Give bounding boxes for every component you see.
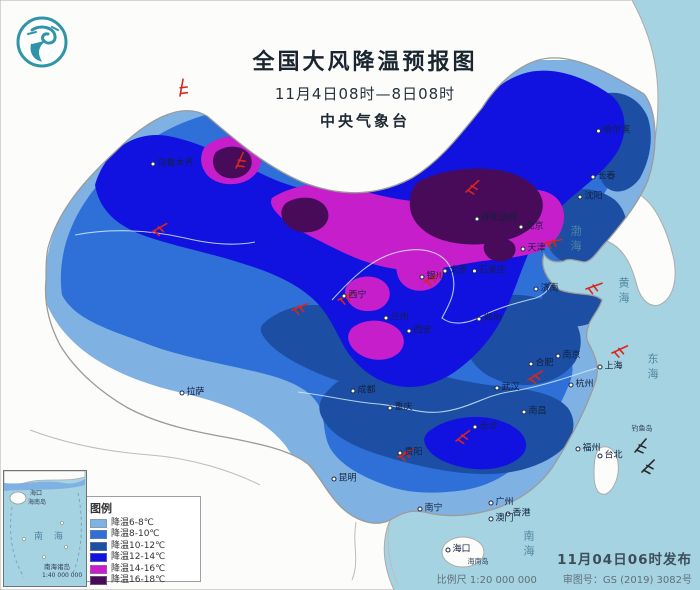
wind-barb-icon xyxy=(291,302,309,316)
release-time: 11月04日06时发布 xyxy=(557,552,692,568)
title-block: 全国大风降温预报图 11月4日08时—8日08时 中央气象台 xyxy=(185,44,545,131)
legend-swatch xyxy=(90,564,107,574)
page-title: 全国大风降温预报图 xyxy=(252,50,478,75)
inset-map-graphic xyxy=(4,471,85,578)
region-cool-16-18-altai xyxy=(212,146,252,179)
wind-barb-icon xyxy=(235,151,247,169)
map-scale: 比例尺 1:20 000 000 xyxy=(436,575,537,586)
legend-item: 降温8-10℃ xyxy=(90,530,194,539)
legend-swatch xyxy=(90,553,107,562)
legend-label: 降温12-14℃ xyxy=(111,552,166,562)
region-cool-16-18-small xyxy=(483,237,516,262)
legend-item: 降温16-18℃ xyxy=(90,576,194,585)
legend-swatch xyxy=(90,541,107,551)
wind-barb-icon xyxy=(179,78,189,97)
legend-swatch xyxy=(90,518,107,528)
wind-barbs xyxy=(151,78,655,475)
taiwan-island xyxy=(593,446,619,495)
wind-barb-icon xyxy=(465,179,480,195)
foreign-borders xyxy=(29,429,399,586)
inset-scale-label: 1:40 000 000 xyxy=(42,572,83,579)
wind-barb-icon xyxy=(397,448,414,462)
region-cool-14-16-xining xyxy=(345,276,390,312)
wind-barb-icon xyxy=(611,345,629,358)
wind-barb-icon xyxy=(544,238,563,250)
wind-barb-icon xyxy=(634,438,647,454)
wind-barb-icon xyxy=(641,459,655,475)
region-cool-12-14-south xyxy=(424,416,527,470)
region-cool-16-18-central xyxy=(409,168,543,245)
legend-label: 降温6-8℃ xyxy=(111,517,154,528)
legend-item: 降温14-16℃ xyxy=(90,563,194,574)
south-china-sea-inset: 海口 海南岛 南 海 南海诸岛 1:40 000 000 xyxy=(3,470,87,587)
inset-hainan-label: 海南岛 xyxy=(28,499,47,506)
legend-label: 降温14-16℃ xyxy=(111,563,166,574)
inset-haikou-label: 海口 xyxy=(30,490,43,497)
inset-islands-label: 南海诸岛 xyxy=(44,563,70,571)
rivers xyxy=(74,230,611,413)
legend-swatch xyxy=(90,576,107,585)
legend-rows: 降温6-8℃ 降温8-10℃ 降温10-12℃ 降温12-14℃ 降温14-16℃ 降温1… xyxy=(90,517,194,585)
legend-label: 降温16-18℃ xyxy=(111,575,166,585)
region-cool-16-18-west xyxy=(281,197,329,233)
wind-barb-icon xyxy=(423,273,440,287)
wind-barb-icon xyxy=(527,370,544,385)
legend-box: 图例 降温6-8℃ 降温8-10℃ 降温10-12℃ 降温12-14℃ 降温14-16℃… xyxy=(83,496,201,585)
region-cool-14-16-lanzhou xyxy=(348,320,404,360)
agency-name: 中央气象台 xyxy=(319,112,410,130)
legend-label: 降温8-10℃ xyxy=(111,529,160,539)
footer-block: 11月04日06时发布 比例尺 1:20 000 000 审图号：GS (2019… xyxy=(437,548,692,586)
legend-label: 降温10-12℃ xyxy=(111,540,166,551)
cooling-regions xyxy=(45,60,656,524)
forecast-period: 11月4日08时—8日08时 xyxy=(274,85,456,103)
legend-item: 降温6-8℃ xyxy=(90,517,194,528)
wind-barb-icon xyxy=(455,429,471,445)
china-border xyxy=(44,57,656,524)
cma-logo xyxy=(14,14,70,70)
legend-item: 降温12-14℃ xyxy=(90,553,194,562)
legend-title: 图例 xyxy=(90,502,112,515)
legend-item: 降温10-12℃ xyxy=(90,540,194,551)
hainan-island xyxy=(441,536,485,568)
wind-barb-icon xyxy=(585,282,603,295)
wind-barb-icon xyxy=(151,222,168,237)
approval-number: 审图号：GS (2019) 3082号 xyxy=(562,575,692,586)
region-cool-14-16-yinchuan xyxy=(396,247,444,291)
inset-sea-label: 南 海 xyxy=(34,532,67,542)
legend-swatch xyxy=(90,530,107,539)
